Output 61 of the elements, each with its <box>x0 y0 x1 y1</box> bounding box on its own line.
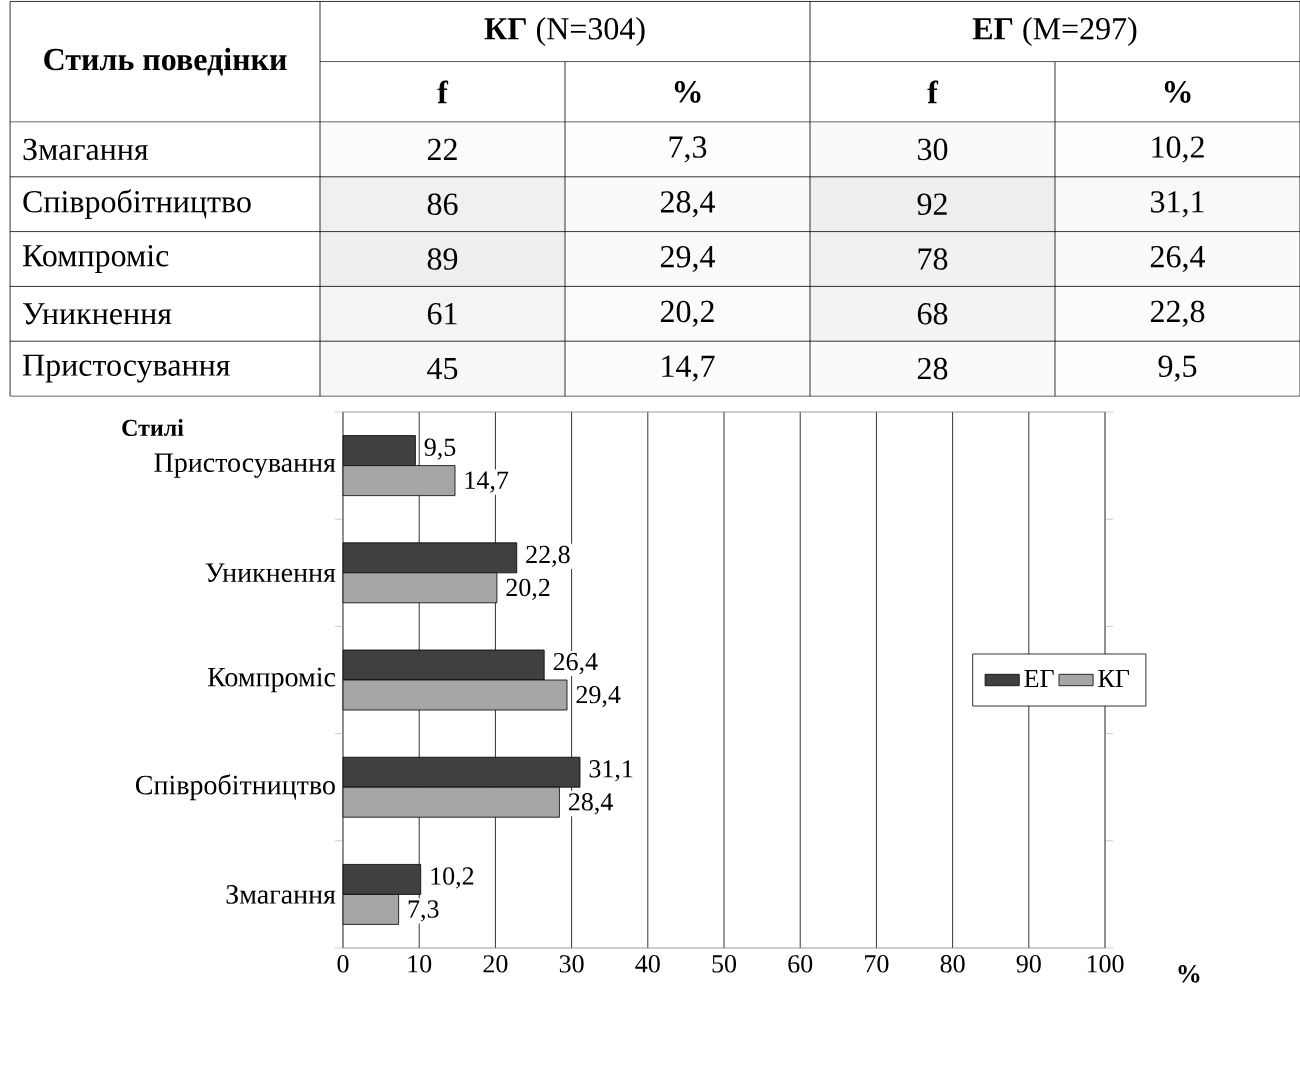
data-label: 28 <box>917 357 948 380</box>
data-label: 10,2 <box>431 867 474 889</box>
y-tick-label: Змагання <box>226 884 336 904</box>
x-tick-label: 90 <box>1016 955 1041 973</box>
x-tick-label: 0 <box>337 955 349 973</box>
y-tick-label: Уникнення <box>205 563 336 583</box>
data-label: 7,3 <box>408 900 439 922</box>
x-tick-label: 60 <box>788 955 813 973</box>
data-label: 20,2 <box>506 578 550 600</box>
legend-label: КГ <box>1098 669 1130 688</box>
x-tick-label: 40 <box>635 955 660 973</box>
y-tick-label: Уникнення <box>23 303 172 325</box>
data-label: 31,1 <box>1151 191 1204 218</box>
text: ЕГ (M=297) <box>972 17 1137 47</box>
data-label: 26,4 <box>553 652 598 675</box>
y-axis-title: Стилі <box>122 419 184 436</box>
x-tick-label: 80 <box>940 955 965 973</box>
x-tick-label: 100 <box>1087 955 1124 973</box>
data-label: 45 <box>427 357 458 380</box>
x-tick-label: f <box>437 80 449 104</box>
data-label: 22,8 <box>1150 300 1205 327</box>
data-label: 9,5 <box>1158 355 1197 382</box>
x-tick-label: 30 <box>559 955 584 973</box>
data-label: 28,4 <box>568 793 613 815</box>
data-label: 92 <box>917 193 947 215</box>
y-tick-label: Пристосування <box>22 354 230 383</box>
data-label: 61 <box>427 303 457 325</box>
x-tick-label: 20 <box>483 955 508 973</box>
y-tick-label: Змагання <box>23 138 149 161</box>
data-label: 89 <box>427 248 458 270</box>
data-label: 10,2 <box>1152 136 1204 163</box>
x-tick-label: f <box>927 80 939 104</box>
data-label: 30 <box>918 138 948 161</box>
y-tick-label: Співробітництво <box>23 189 251 220</box>
x-tick-label: % <box>674 81 701 103</box>
data-label: 14,7 <box>465 471 509 493</box>
x-tick-label: % <box>1164 81 1191 103</box>
data-label: 20,2 <box>660 300 714 327</box>
y-tick-label: Співробітництво <box>135 774 335 801</box>
data-label: 9,5 <box>424 438 456 460</box>
data-label: 22 <box>427 138 457 160</box>
y-axis-title: Стиль поведінки <box>44 47 287 76</box>
legend-label: ЕГ <box>1024 669 1054 688</box>
data-label: 29,4 <box>576 685 621 708</box>
x-tick-label: 10 <box>408 955 432 973</box>
text: КГ (N=304) <box>484 17 645 47</box>
y-tick-label: Компроміс <box>22 245 169 273</box>
y-tick-label: Пристосування <box>154 453 336 478</box>
data-label: 14,7 <box>662 355 715 382</box>
data-label: 31,1 <box>589 760 633 782</box>
data-label: 7,3 <box>669 136 707 163</box>
data-label: 22,8 <box>526 545 570 567</box>
data-label: 28,4 <box>660 191 715 218</box>
y-tick-label: Компроміс <box>207 667 336 693</box>
data-label: 78 <box>918 248 948 270</box>
data-label: 29,4 <box>660 245 715 273</box>
x-tick-label: 70 <box>865 955 889 973</box>
data-label: 26,4 <box>1150 245 1205 273</box>
x-tick-label: 50 <box>712 955 737 973</box>
data-label: 86 <box>427 193 458 215</box>
data-label: 68 <box>917 303 948 325</box>
